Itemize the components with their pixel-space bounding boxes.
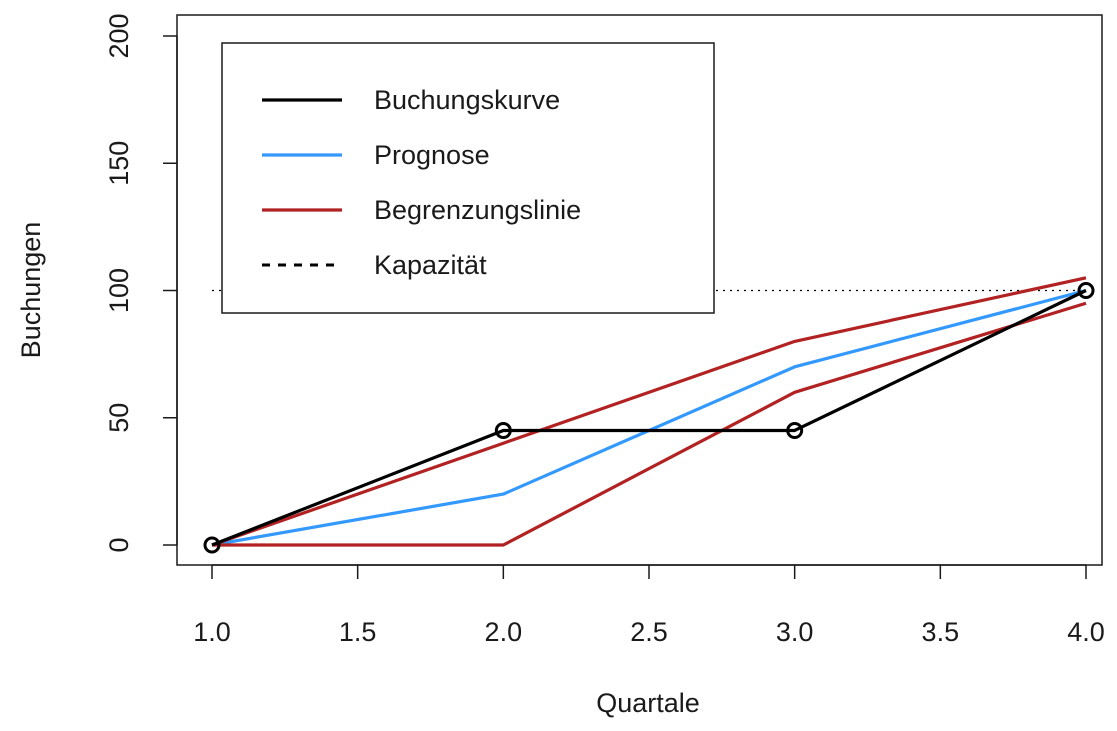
legend-box [221,42,715,314]
data-point [1077,282,1095,299]
y-tick-label: 50 [104,403,134,433]
x-tick-label: 2.0 [485,617,523,647]
series-line-prognose [211,288,1087,547]
y-tick-label: 100 [104,268,134,313]
y-tick-label: 150 [104,141,134,186]
data-point [203,536,221,554]
series-layer [203,276,1095,554]
x-tick-label: 3.0 [776,617,814,647]
legend-label: Begrenzungslinie [374,195,581,225]
x-tick-label: 4.0 [1067,617,1105,647]
legend-label: Kapazität [374,250,487,280]
y-tick-label: 0 [104,537,134,552]
series-line-begrenzungslinie [211,276,1087,547]
x-axis: 1.0 1.5 2.0 2.5 3.0 3.5 4.0 [193,564,1105,647]
data-point [494,421,512,439]
y-axis: 0 50 100 150 200 [104,13,178,553]
x-tick-label: 1.0 [193,617,231,647]
x-tick-label: 3.5 [922,617,960,647]
legend-label: Buchungskurve [374,85,560,115]
x-tick-label: 2.5 [630,617,668,647]
y-axis-label: Buchungen [16,222,46,359]
legend: Buchungskurve Prognose Begrenzungslinie Kap… [221,42,715,314]
series-line-buchungskurve [211,289,1087,547]
x-axis-label: Quartale [596,688,700,718]
series-line-begrenzungslinie-untere [212,301,1087,547]
y-tick-label: 200 [104,13,134,58]
legend-label: Prognose [374,140,490,170]
data-point [786,421,804,439]
x-tick-label: 1.5 [339,617,377,647]
